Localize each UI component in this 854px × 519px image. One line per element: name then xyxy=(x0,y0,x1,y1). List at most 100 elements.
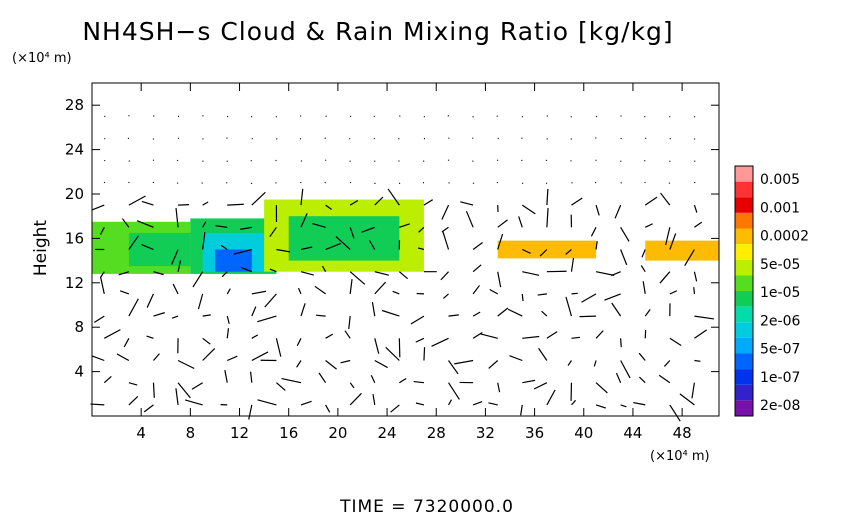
x-tick-label: 44 xyxy=(623,424,642,442)
colorbar-label: 0.001 xyxy=(760,200,800,216)
colorbar-swatch xyxy=(735,275,753,291)
wind-vector xyxy=(472,137,474,139)
wind-vector xyxy=(177,137,180,140)
wind-vector xyxy=(679,393,695,406)
wind-vector xyxy=(633,401,646,406)
y-tick-label: 12 xyxy=(65,274,84,292)
wind-vector xyxy=(570,257,575,272)
wind-vector xyxy=(691,382,696,399)
wind-vector xyxy=(448,137,450,139)
wind-vector xyxy=(226,315,230,324)
wind-vector xyxy=(221,271,228,278)
wind-vector xyxy=(479,333,498,339)
colorbar-swatch xyxy=(735,197,753,213)
wind-vector xyxy=(215,225,228,228)
wind-vector xyxy=(202,115,204,117)
wind-vector xyxy=(325,204,332,210)
data-region-6 xyxy=(288,216,400,261)
wind-vector xyxy=(546,389,556,406)
wind-vector xyxy=(99,227,105,235)
wind-vector xyxy=(620,338,622,348)
wind-vector xyxy=(226,137,228,139)
wind-vector xyxy=(314,285,326,295)
wind-vector xyxy=(571,292,578,295)
wind-vector xyxy=(593,360,597,367)
wind-vector xyxy=(442,230,450,250)
wind-vector xyxy=(177,260,182,272)
wind-vector xyxy=(693,271,698,282)
wind-vector xyxy=(227,355,238,362)
wind-vector xyxy=(184,399,203,406)
wind-vector xyxy=(321,265,327,272)
wind-vector xyxy=(175,207,179,228)
wind-vector xyxy=(372,394,376,405)
wind-vector xyxy=(202,337,211,345)
wind-vector xyxy=(611,271,621,277)
x-tick-label: 40 xyxy=(574,424,593,442)
wind-vector xyxy=(497,219,508,228)
wind-vector xyxy=(296,360,302,368)
wind-vector xyxy=(325,404,331,413)
wind-vector xyxy=(595,382,608,394)
wind-vector xyxy=(146,293,155,308)
wind-vector xyxy=(349,271,366,285)
wind-vector xyxy=(565,296,573,317)
y-tick-label: 20 xyxy=(65,185,84,203)
wind-vector xyxy=(448,360,459,375)
colorbar-swatch xyxy=(735,306,753,323)
wind-vector xyxy=(176,182,179,184)
x-tick-label: 8 xyxy=(186,424,196,442)
wind-vector xyxy=(521,159,523,162)
colorbar-swatch xyxy=(735,369,753,385)
wind-vector xyxy=(119,290,130,295)
wind-vector xyxy=(472,311,481,317)
wind-vector xyxy=(521,204,536,215)
wind-vector xyxy=(240,226,252,230)
colorbar-label: 0.0002 xyxy=(760,229,809,245)
wind-vector xyxy=(226,288,231,295)
wind-vector xyxy=(641,249,646,258)
wind-vector xyxy=(669,337,682,347)
wind-vector xyxy=(171,249,179,265)
colorbar-label: 1e-07 xyxy=(760,370,800,386)
wind-vector xyxy=(620,404,627,408)
wind-vector xyxy=(299,138,302,140)
wind-vector xyxy=(348,316,351,329)
wind-vector xyxy=(121,218,130,228)
wind-vector xyxy=(251,191,266,206)
wind-vector xyxy=(398,271,409,280)
wind-vector xyxy=(374,359,388,369)
colorbar-swatch xyxy=(735,291,753,307)
colorbar-swatch xyxy=(735,353,753,370)
wind-vector xyxy=(177,382,191,399)
x-tick-label: 28 xyxy=(427,424,446,442)
wind-vector xyxy=(349,227,355,239)
wind-vector xyxy=(92,204,105,211)
wind-vector xyxy=(374,281,386,295)
colorbar-label: 5e-05 xyxy=(760,257,800,273)
wind-vector xyxy=(615,372,622,383)
wind-vector xyxy=(344,330,351,339)
wind-vector xyxy=(281,378,302,384)
wind-vector xyxy=(441,204,450,220)
wind-vector xyxy=(202,231,206,250)
wind-vector xyxy=(153,271,164,276)
wind-vector xyxy=(300,160,303,162)
wind-vector xyxy=(251,290,267,295)
wind-vector xyxy=(197,293,204,310)
colorbar-swatch xyxy=(735,212,753,229)
y-tick-label: 4 xyxy=(74,363,84,381)
wind-vector xyxy=(497,271,502,288)
wind-vector xyxy=(522,379,536,384)
wind-vector xyxy=(669,233,677,250)
colorbar-label: 2e-06 xyxy=(760,313,800,329)
wind-vector xyxy=(399,223,410,228)
wind-vector xyxy=(642,281,646,294)
wind-vector xyxy=(472,285,480,295)
wind-vector xyxy=(251,351,269,362)
wind-vector xyxy=(250,182,253,185)
wind-vector xyxy=(565,249,572,255)
y-unit-label: (×10⁴ m) xyxy=(12,51,72,66)
wind-vector xyxy=(136,220,154,228)
wind-vector xyxy=(590,227,597,237)
